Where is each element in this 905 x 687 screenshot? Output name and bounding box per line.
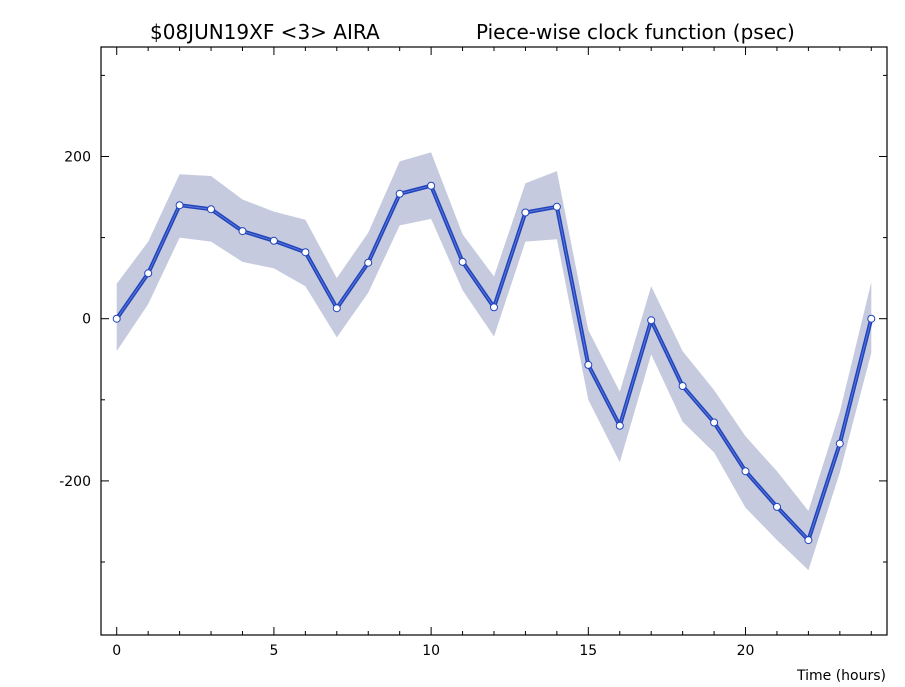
data-point — [144, 269, 153, 278]
data-point — [804, 536, 813, 545]
data-point — [395, 189, 404, 198]
data-point — [867, 314, 876, 323]
data-point — [301, 248, 310, 257]
uncertainty-band — [116, 152, 872, 571]
data-point — [710, 418, 719, 427]
axis-ticks — [101, 47, 887, 635]
data-point — [678, 382, 687, 390]
data-point — [207, 205, 215, 214]
data-point — [773, 502, 781, 511]
x-tick-label: 20 — [737, 643, 755, 659]
y-tick-label: 200 — [64, 149, 91, 165]
data-point — [584, 360, 593, 369]
data-point — [521, 208, 530, 217]
data-point — [112, 314, 121, 323]
chart-title-right: Piece-wise clock function (psec) — [476, 20, 795, 44]
x-tick-label: 0 — [112, 643, 121, 659]
data-point — [427, 181, 436, 190]
x-tick-label: 15 — [579, 643, 597, 659]
data-point — [364, 258, 373, 267]
data-point — [332, 304, 341, 313]
plot-frame — [100, 46, 888, 636]
data-point — [175, 201, 184, 210]
y-tick-label: 0 — [82, 312, 91, 328]
x-axis-label: Time (hours) — [796, 668, 886, 684]
chart-title-left: $08JUN19XF <3> AIRA — [150, 20, 380, 44]
error-band — [116, 152, 872, 571]
data-point — [647, 316, 656, 325]
data-point — [458, 257, 467, 266]
data-point — [552, 202, 561, 211]
y-tick-label: -200 — [59, 474, 91, 490]
tick-labels: 0 5 10 15 20 -200 0 200 — [59, 149, 754, 659]
data-point — [835, 439, 844, 448]
data-point — [490, 303, 498, 312]
data-points — [112, 181, 876, 545]
x-tick-label: 5 — [269, 643, 278, 659]
x-tick-label: 10 — [422, 643, 440, 659]
data-point — [269, 236, 278, 245]
data-point — [741, 467, 750, 476]
data-point — [615, 421, 624, 430]
data-point — [238, 227, 247, 236]
